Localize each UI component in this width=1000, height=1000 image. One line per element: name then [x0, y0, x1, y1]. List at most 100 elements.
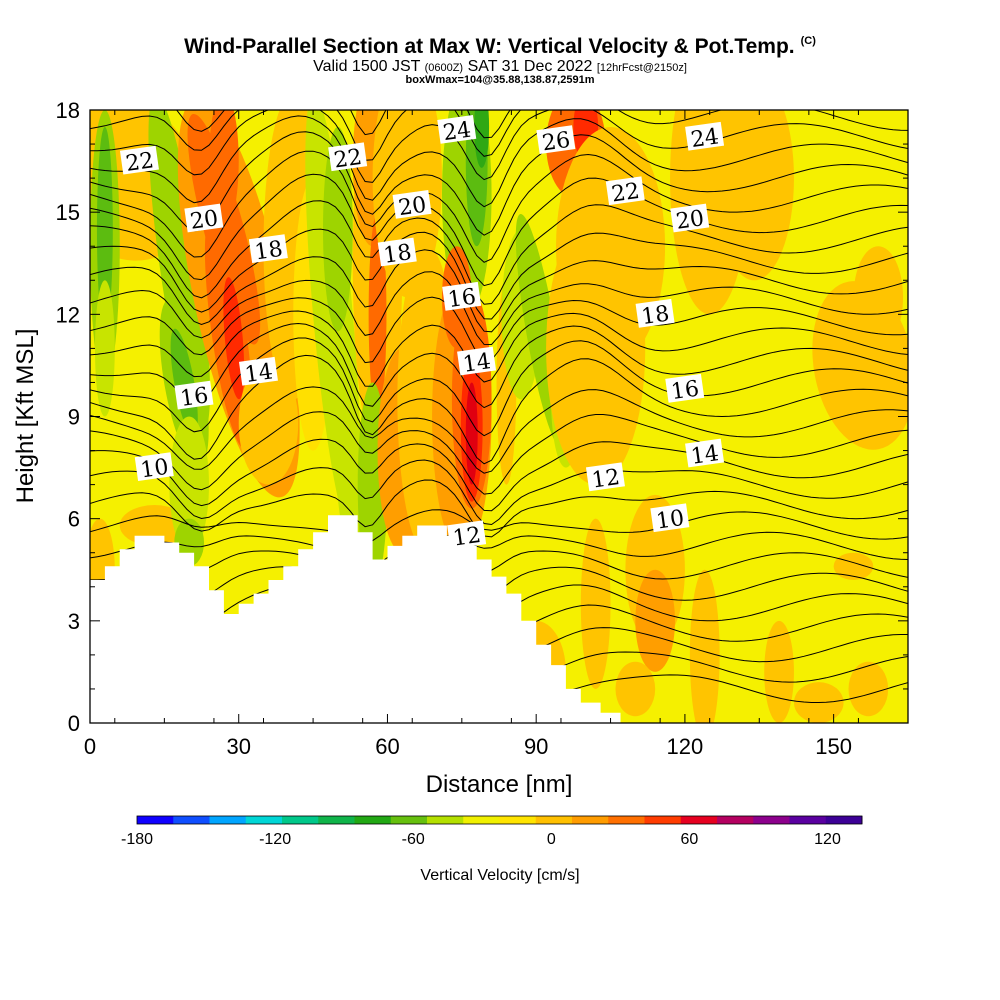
theta-contour-line — [90, 438, 908, 512]
colorbar-tick-label: -180 — [121, 831, 153, 848]
y-tick-label: 6 — [68, 507, 80, 532]
contour-label-text: 14 — [243, 359, 274, 388]
theta-contour-line — [90, 354, 908, 465]
theta-contour-line — [90, 386, 908, 474]
theta-contour-line — [176, 110, 894, 139]
colorbar-label: Vertical Velocity [cm/s] — [420, 867, 579, 884]
terrain — [90, 515, 908, 723]
contour-label-text: 10 — [655, 506, 686, 535]
velocity-patch — [848, 661, 889, 717]
contour-label-text: 24 — [442, 118, 473, 147]
contour-label-bg — [134, 452, 174, 481]
velocity-patch — [474, 110, 490, 168]
contour-label-bg — [392, 190, 432, 219]
colorbar-swatch — [535, 816, 573, 824]
valid-time-line: Valid 1500 JST (0600Z) SAT 31 Dec 2022 [… — [0, 59, 1000, 75]
contour-label-bg — [442, 281, 482, 311]
contour-label-text: 16 — [670, 376, 701, 405]
velocity-patch — [223, 277, 245, 400]
velocity-patch — [323, 127, 353, 332]
colorbar-swatch — [499, 816, 537, 824]
colorbar-swatch — [209, 816, 247, 824]
contour-label: 14 — [685, 438, 725, 470]
colorbar-swatch — [680, 816, 718, 824]
colorbar-swatch — [717, 816, 754, 824]
colorbar-swatch — [173, 816, 210, 824]
colorbar-swatch — [608, 816, 645, 824]
contour-label-bg — [119, 145, 159, 175]
contour-label-bg — [248, 234, 288, 263]
velocity-patch — [689, 569, 720, 723]
contour-label-text: 18 — [253, 237, 284, 266]
theta-contour-line — [90, 228, 908, 320]
y-tick-label: 9 — [68, 405, 80, 430]
theta-contour-line — [90, 150, 908, 263]
contour-label-text: 16 — [179, 383, 210, 412]
contour-label-bg — [605, 176, 645, 206]
contour-label-text: 10 — [139, 455, 170, 484]
velocity-patch — [546, 212, 646, 485]
theta-contour-line — [90, 173, 908, 287]
colorbar-swatch — [825, 816, 863, 824]
contour-label-text: 12 — [451, 523, 482, 552]
contour-label-text: 14 — [461, 349, 492, 378]
contour-label-bg — [685, 438, 725, 468]
theta-contour-line — [90, 249, 908, 333]
theta-contour-line — [90, 337, 908, 437]
x-tick-label: 150 — [815, 734, 852, 759]
x-tick-label: 0 — [84, 734, 96, 759]
contour-label: 16 — [665, 373, 705, 405]
contour-label-bg — [377, 237, 417, 267]
contour-label-text: 20 — [675, 206, 706, 235]
contour-label: 24 — [437, 115, 477, 147]
theta-contour-line — [90, 115, 908, 208]
contour-label: 12 — [585, 462, 625, 494]
x-tick-label: 90 — [524, 734, 548, 759]
x-axis-label: Distance [nm] — [426, 771, 573, 798]
forecast-info: [12hrFcst@2150z] — [596, 62, 687, 74]
contour-label-text: 12 — [590, 465, 621, 494]
contour-label-text: 16 — [446, 284, 477, 313]
y-tick-label: 3 — [68, 609, 80, 634]
contour-labels: 22 20 18 16 14 10 22 20 18 24 16 14 12 26 22 24 20 18 16 14… — [119, 115, 725, 552]
x-tick-label: 30 — [226, 734, 250, 759]
contour-label: 22 — [328, 142, 368, 174]
y-axis-label: Height [Kft MSL] — [12, 329, 39, 504]
contour-label: 16 — [442, 281, 482, 313]
colorbar-tick-label: -120 — [259, 831, 291, 848]
theta-contour-line — [90, 131, 908, 236]
y-tick-label: 12 — [56, 302, 80, 327]
theta-contour-line — [90, 110, 908, 161]
colorbar-swatch — [463, 816, 500, 824]
colorbar-swatch — [390, 816, 428, 824]
contour-label-text: 22 — [332, 145, 363, 174]
contour-label: 22 — [119, 145, 159, 177]
contour-label: 20 — [184, 203, 224, 235]
velocity-patch — [714, 110, 794, 281]
colorbar: -180 -120 -60 0 60 120 — [121, 815, 863, 848]
contour-label: 26 — [536, 125, 576, 156]
colorbar-swatch — [318, 816, 355, 824]
velocity-patch — [170, 328, 198, 437]
colorbar-frame — [136, 815, 863, 825]
colorbar-tick-label: 120 — [814, 831, 841, 848]
colorbar-swatch — [137, 816, 174, 824]
contour-label: 16 — [174, 380, 214, 412]
colorbar-swatch — [644, 816, 682, 824]
copyright-mark: (C) — [800, 35, 816, 47]
colorbar-swatch — [354, 816, 392, 824]
contour-label-bg — [184, 203, 224, 233]
contour-label-bg — [437, 115, 477, 144]
x-tick-label: 60 — [375, 734, 399, 759]
contour-label: 10 — [134, 452, 174, 484]
velocity-patch — [635, 569, 675, 672]
valid-prefix: Valid 1500 JST — [313, 58, 421, 75]
contour-label-bg — [650, 503, 690, 533]
colorbar-swatch — [572, 816, 609, 824]
colorbar-swatch — [427, 816, 464, 824]
theta-contour-line — [90, 459, 908, 526]
contour-label: 18 — [248, 234, 288, 266]
colorbar-swatch — [753, 816, 790, 824]
theta-contour-line — [90, 509, 908, 543]
